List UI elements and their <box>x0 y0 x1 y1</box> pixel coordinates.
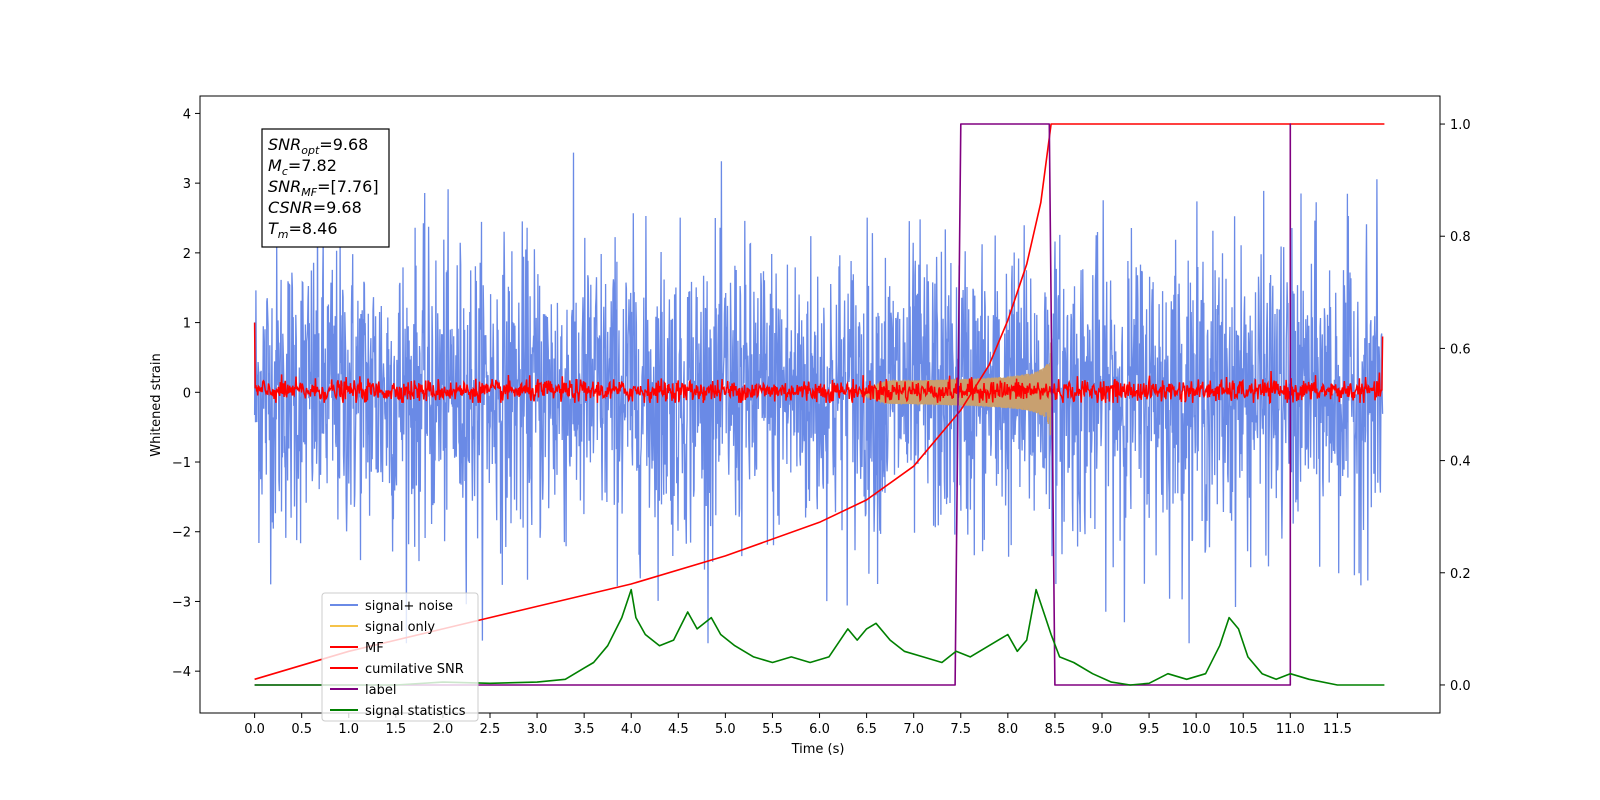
x-tick-label: 8.0 <box>997 722 1018 737</box>
annotation-line: SNRMF=[7.76] <box>268 177 379 199</box>
y-tick-label: −3 <box>172 595 191 610</box>
y2-tick-label: 0.6 <box>1450 342 1471 357</box>
legend-label: signal statistics <box>365 704 466 719</box>
x-tick-label: 7.5 <box>950 722 971 737</box>
x-tick-label: 4.0 <box>621 722 642 737</box>
x-tick-label: 3.5 <box>574 722 595 737</box>
y-tick-label: 2 <box>183 247 191 262</box>
y2-tick-label: 0.8 <box>1450 230 1471 245</box>
label-line <box>254 123 1292 686</box>
x-tick-label: 0.0 <box>244 722 265 737</box>
x-tick-label: 7.0 <box>903 722 924 737</box>
x-tick-label: 1.0 <box>338 722 359 737</box>
legend: signal+ noise signal only MF cumilative SNR… <box>321 592 479 722</box>
x-tick-label: 9.5 <box>1139 722 1160 737</box>
x-tick-label: 10.5 <box>1229 722 1258 737</box>
x-axis: 0.0 0.5 1.0 1.5 2.0 2.5 3.0 3.5 4.0 4.5 5.0 5.5 6.0 6… <box>244 713 1352 737</box>
x-tick-label: 1.5 <box>385 722 406 737</box>
x-tick-label: 6.0 <box>809 722 830 737</box>
y-axis-title: Whitened strain <box>149 353 164 456</box>
y-tick-label: 0 <box>183 386 191 401</box>
x-tick-label: 3.0 <box>527 722 548 737</box>
y-axis-right: 1.0 0.8 0.6 0.4 0.2 0.0 <box>1440 118 1471 694</box>
x-tick-label: 11.5 <box>1323 722 1352 737</box>
x-tick-label: 6.5 <box>856 722 877 737</box>
x-tick-label: 5.0 <box>715 722 736 737</box>
legend-frame <box>321 592 479 722</box>
x-tick-label: 10.0 <box>1182 722 1211 737</box>
legend-label: signal+ noise <box>365 599 453 614</box>
annotation-line: Mc=7.82 <box>268 156 337 178</box>
annotation-line: Tm=8.46 <box>268 219 338 241</box>
x-axis-title: Time (s) <box>791 742 845 757</box>
y2-tick-label: 0.0 <box>1450 679 1471 694</box>
y-axis-left: 4 3 2 1 0 −1 −2 −3 −4 <box>172 107 200 680</box>
x-tick-label: 2.5 <box>480 722 501 737</box>
legend-label: cumilative SNR <box>365 662 464 677</box>
y-tick-label: 1 <box>183 317 191 332</box>
y-tick-label: −4 <box>172 665 191 680</box>
x-tick-label: 9.0 <box>1092 722 1113 737</box>
y2-tick-label: 0.2 <box>1450 567 1471 582</box>
x-tick-label: 5.5 <box>762 722 783 737</box>
x-tick-label: 2.0 <box>433 722 454 737</box>
plot-series <box>253 123 1385 686</box>
annotation-line: CSNR=9.68 <box>268 198 362 217</box>
annotation-frame <box>261 128 390 248</box>
y2-tick-label: 1.0 <box>1450 118 1471 133</box>
mf-line <box>253 322 1384 405</box>
signal-noise-line <box>253 152 1384 644</box>
annotation-line: SNRopt=9.68 <box>268 135 368 157</box>
legend-label: signal only <box>365 620 435 635</box>
cumilative-snr-line <box>254 123 1385 681</box>
y-tick-label: 3 <box>183 177 191 192</box>
legend-label: MF <box>365 641 384 656</box>
legend-label: label <box>365 683 396 698</box>
signal-statistics-line <box>254 588 1385 686</box>
y2-tick-label: 0.4 <box>1450 455 1471 470</box>
y-tick-label: −2 <box>172 526 191 541</box>
x-tick-label: 0.5 <box>291 722 312 737</box>
x-tick-label: 11.0 <box>1276 722 1305 737</box>
y-tick-label: 4 <box>183 107 191 122</box>
y-tick-label: −1 <box>172 456 191 471</box>
x-tick-label: 4.5 <box>668 722 689 737</box>
x-tick-label: 8.5 <box>1045 722 1066 737</box>
